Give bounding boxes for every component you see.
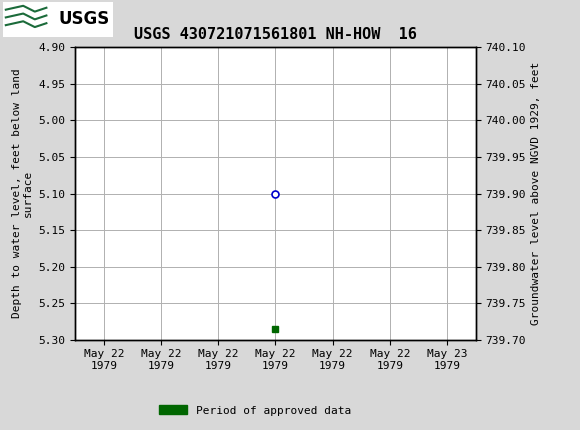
Y-axis label: Depth to water level, feet below land
surface: Depth to water level, feet below land su… — [12, 69, 33, 318]
Text: USGS: USGS — [58, 10, 109, 28]
Title: USGS 430721071561801 NH-HOW  16: USGS 430721071561801 NH-HOW 16 — [134, 27, 417, 42]
Bar — [3, 2, 113, 37]
Legend: Period of approved data: Period of approved data — [155, 401, 356, 420]
Y-axis label: Groundwater level above NGVD 1929, feet: Groundwater level above NGVD 1929, feet — [531, 62, 541, 325]
